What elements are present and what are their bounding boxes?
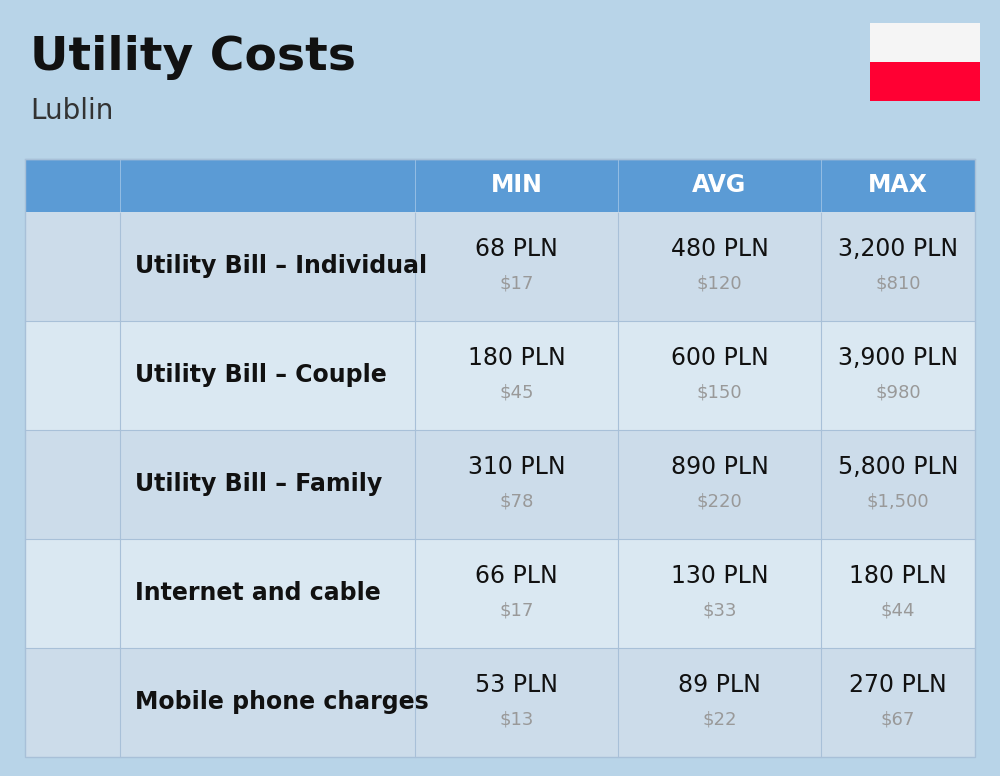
Text: $1,500: $1,500 xyxy=(867,492,929,511)
Text: MAX: MAX xyxy=(868,174,928,197)
Text: 3,900 PLN: 3,900 PLN xyxy=(838,346,958,370)
Text: MIN: MIN xyxy=(491,174,542,197)
Text: Internet and cable: Internet and cable xyxy=(135,581,381,605)
FancyBboxPatch shape xyxy=(25,212,975,320)
FancyBboxPatch shape xyxy=(25,539,975,648)
Text: $980: $980 xyxy=(875,383,921,401)
Text: $78: $78 xyxy=(499,492,534,511)
Text: $45: $45 xyxy=(499,383,534,401)
FancyBboxPatch shape xyxy=(870,62,980,101)
FancyBboxPatch shape xyxy=(870,23,980,62)
Text: $17: $17 xyxy=(499,601,534,619)
Text: Utility Bill – Family: Utility Bill – Family xyxy=(135,473,382,496)
Text: $67: $67 xyxy=(881,710,915,728)
Text: 310 PLN: 310 PLN xyxy=(468,456,565,479)
Text: $13: $13 xyxy=(499,710,534,728)
Text: $33: $33 xyxy=(702,601,737,619)
Text: Utility Bill – Couple: Utility Bill – Couple xyxy=(135,363,387,387)
Text: 180 PLN: 180 PLN xyxy=(849,564,947,588)
Text: 890 PLN: 890 PLN xyxy=(671,456,768,479)
Text: Utility Costs: Utility Costs xyxy=(30,35,356,80)
Text: 5,800 PLN: 5,800 PLN xyxy=(838,456,958,479)
Text: 68 PLN: 68 PLN xyxy=(475,237,558,262)
Text: 66 PLN: 66 PLN xyxy=(475,564,558,588)
Text: Mobile phone charges: Mobile phone charges xyxy=(135,690,429,714)
Text: 53 PLN: 53 PLN xyxy=(475,673,558,697)
Text: 270 PLN: 270 PLN xyxy=(849,673,947,697)
Text: $150: $150 xyxy=(697,383,742,401)
Text: $810: $810 xyxy=(875,275,921,293)
FancyBboxPatch shape xyxy=(25,159,975,212)
FancyBboxPatch shape xyxy=(25,320,975,430)
Text: $17: $17 xyxy=(499,275,534,293)
Text: $120: $120 xyxy=(697,275,742,293)
Text: 89 PLN: 89 PLN xyxy=(678,673,761,697)
FancyBboxPatch shape xyxy=(25,430,975,539)
Text: $220: $220 xyxy=(697,492,742,511)
Text: 600 PLN: 600 PLN xyxy=(671,346,768,370)
Text: AVG: AVG xyxy=(692,174,747,197)
Text: 180 PLN: 180 PLN xyxy=(468,346,565,370)
Text: 130 PLN: 130 PLN xyxy=(671,564,768,588)
Text: Lublin: Lublin xyxy=(30,97,113,125)
FancyBboxPatch shape xyxy=(25,648,975,757)
Text: $44: $44 xyxy=(881,601,915,619)
Text: 3,200 PLN: 3,200 PLN xyxy=(838,237,958,262)
Text: $22: $22 xyxy=(702,710,737,728)
Text: Utility Bill – Individual: Utility Bill – Individual xyxy=(135,255,427,279)
Text: 480 PLN: 480 PLN xyxy=(671,237,768,262)
